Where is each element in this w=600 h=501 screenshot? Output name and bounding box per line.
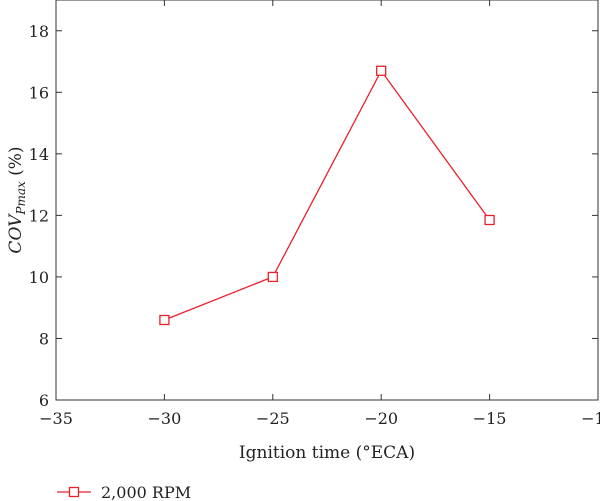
- y-tick-label: 6: [39, 391, 49, 410]
- y-tick-label: 10: [29, 268, 49, 287]
- y-tick-labels: 6 8 10 12 14 16 18: [29, 22, 49, 410]
- series-line: [164, 69, 491, 321]
- data-point: [484, 214, 495, 226]
- data-point: [376, 65, 387, 76]
- y-tick-label: 12: [29, 206, 49, 225]
- x-tick-label: −15: [473, 409, 507, 428]
- x-tick-label: −20: [364, 409, 398, 428]
- x-tick-label: −10: [581, 409, 600, 428]
- legend-label: 2,000 RPM: [101, 483, 191, 501]
- y-axis-title: COVPmax (%): [6, 146, 28, 253]
- x-tick-label: −30: [148, 409, 182, 428]
- data-point: [159, 314, 170, 326]
- x-tick-labels: −35 −30 −25 −20 −15 −10: [39, 409, 600, 428]
- y-tick-label: 14: [29, 145, 49, 164]
- y-tick-label: 16: [29, 83, 49, 102]
- legend-marker: [68, 486, 80, 498]
- data-point: [267, 271, 278, 283]
- axis-ticks: [55, 0, 599, 401]
- y-axis-title-subscript: Pmax: [14, 181, 28, 216]
- plot-frame: [55, 0, 599, 401]
- x-tick-label: −25: [256, 409, 290, 428]
- x-tick-label: −35: [39, 409, 73, 428]
- legend: 2,000 RPM: [57, 483, 191, 501]
- y-axis-title-main: COV: [6, 213, 26, 254]
- y-tick-label: 18: [29, 22, 49, 41]
- y-axis-title-unit: (%): [6, 146, 26, 181]
- x-axis-title: Ignition time (°ECA): [239, 443, 415, 463]
- series-layer: [159, 65, 495, 326]
- y-tick-label: 8: [39, 329, 49, 348]
